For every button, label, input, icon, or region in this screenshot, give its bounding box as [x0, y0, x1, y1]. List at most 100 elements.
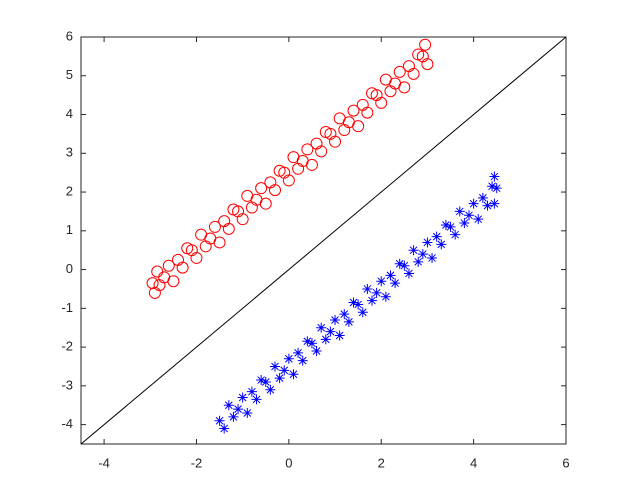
point [305, 158, 318, 171]
point [394, 258, 405, 269]
point [403, 268, 414, 279]
y-tick-label: 2 [66, 183, 73, 198]
point [242, 407, 253, 418]
y-tick-label: 3 [66, 145, 73, 160]
point [260, 376, 271, 387]
point [339, 309, 350, 320]
y-tick-label: 6 [66, 28, 73, 43]
point [468, 198, 479, 209]
point [482, 200, 493, 211]
point [255, 182, 268, 195]
point [146, 277, 159, 290]
x-tick-label: 6 [562, 455, 569, 470]
point [269, 184, 281, 197]
point [236, 213, 249, 226]
point [362, 283, 373, 294]
point [283, 353, 294, 364]
point [436, 239, 447, 250]
point [353, 299, 364, 310]
point [301, 143, 314, 156]
x-tick-label: -4 [98, 455, 110, 470]
point [311, 345, 322, 356]
point [408, 245, 419, 256]
point [330, 314, 341, 325]
point [176, 261, 189, 274]
point [288, 369, 299, 380]
y-tick-label: -3 [61, 377, 73, 392]
point [233, 404, 244, 415]
point [357, 307, 368, 318]
point [167, 275, 180, 288]
point [348, 297, 359, 308]
x-tick-label: 4 [470, 455, 477, 470]
point [398, 81, 411, 94]
point [431, 231, 442, 242]
point [320, 334, 331, 345]
point [385, 270, 396, 281]
point [223, 400, 234, 411]
y-tick-label: 1 [66, 222, 73, 237]
point [325, 326, 336, 337]
point [214, 415, 225, 426]
point [162, 259, 175, 272]
point [282, 174, 295, 187]
point [459, 218, 470, 229]
point [489, 171, 500, 182]
point [274, 373, 285, 384]
y-tick-label: -2 [61, 339, 73, 354]
point [477, 192, 488, 203]
point [316, 322, 327, 333]
point [417, 249, 428, 260]
point [361, 106, 374, 119]
point [256, 375, 267, 386]
point [393, 65, 406, 78]
point [375, 96, 388, 109]
point [407, 67, 420, 80]
point [399, 260, 410, 271]
point [306, 338, 317, 349]
point [222, 222, 235, 235]
point [246, 386, 257, 397]
point [293, 347, 304, 358]
point [315, 145, 328, 158]
reference-line [80, 36, 567, 445]
y-tick-label: -1 [61, 300, 73, 315]
point [219, 423, 230, 434]
point [343, 316, 354, 327]
y-tick-label: -4 [61, 416, 73, 431]
point [413, 256, 424, 267]
point [419, 38, 432, 51]
point [228, 411, 239, 422]
point [237, 392, 248, 403]
point [251, 394, 262, 405]
x-tick-label: -2 [191, 455, 203, 470]
point [352, 120, 365, 133]
point [329, 135, 342, 148]
y-tick-label: 0 [66, 261, 73, 276]
y-tick-label: 4 [66, 106, 73, 121]
x-tick-label: 2 [378, 455, 385, 470]
point [489, 198, 500, 209]
point [297, 355, 308, 366]
point [427, 252, 438, 263]
point [347, 104, 360, 117]
point [380, 291, 391, 302]
point [367, 295, 377, 306]
point [440, 219, 451, 230]
point [190, 251, 203, 264]
point [213, 236, 226, 249]
y-tick-label: 5 [66, 67, 73, 82]
point [487, 181, 498, 192]
point [371, 287, 382, 298]
point [445, 221, 456, 232]
point [334, 330, 345, 341]
point [464, 210, 474, 221]
point [259, 197, 272, 210]
point [454, 206, 465, 217]
x-tick-label: 0 [285, 455, 292, 470]
point [279, 365, 290, 376]
point [376, 276, 387, 287]
point [390, 278, 401, 289]
point [265, 384, 276, 395]
